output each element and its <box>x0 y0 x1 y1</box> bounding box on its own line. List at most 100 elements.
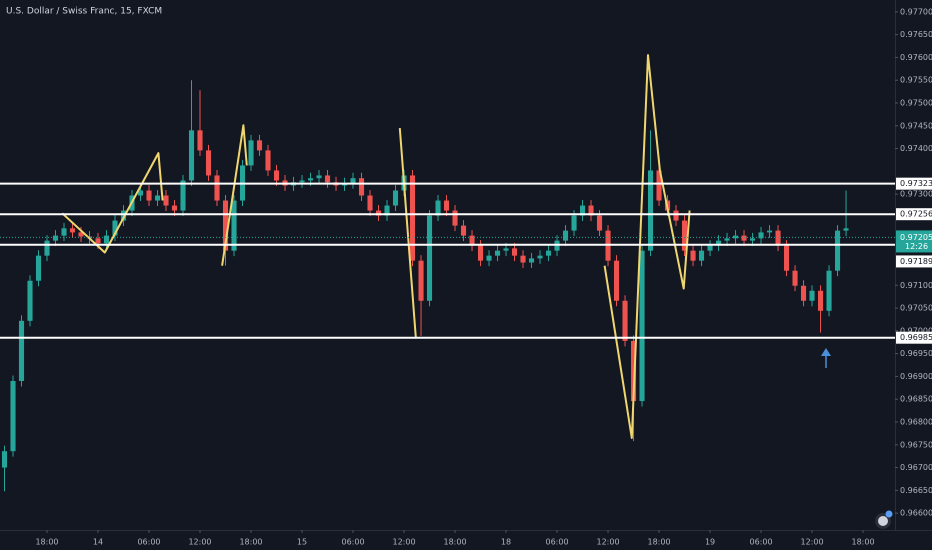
level-box <box>896 331 932 344</box>
y-tick-label: 0.96600 <box>900 509 932 518</box>
countdown-label: 12:26 <box>905 242 928 251</box>
candle-body <box>78 232 84 237</box>
y-tick-label: 0.97700 <box>900 7 932 16</box>
candle-body <box>443 200 450 211</box>
y-tick-label: 0.97400 <box>900 144 932 153</box>
level-box <box>896 255 932 268</box>
x-tick-label: 18:00 <box>239 538 262 547</box>
chart-title: U.S. Dollar / Swiss Franc, 15, FXCM <box>6 7 162 17</box>
candle-body <box>316 175 322 179</box>
candle-body <box>18 320 25 381</box>
candle-body <box>350 178 356 184</box>
candle-body <box>681 220 688 251</box>
candle-body <box>537 255 543 259</box>
plot-area <box>0 54 895 492</box>
logo[interactable] <box>875 510 893 530</box>
candle-body <box>494 250 501 256</box>
candle-body <box>188 130 195 181</box>
candle-body <box>103 235 110 244</box>
candle-body <box>622 300 628 341</box>
candle-body <box>358 178 365 196</box>
candle-body <box>452 210 458 226</box>
candle-body <box>137 190 144 196</box>
candle-body <box>758 232 764 239</box>
candle-body <box>528 258 535 263</box>
candle-body <box>707 245 713 251</box>
x-tick-label: 15 <box>297 538 307 547</box>
level-label: 0.97189 <box>900 257 932 266</box>
candle-body <box>273 170 280 181</box>
level-box <box>896 177 932 190</box>
candle-body <box>775 230 781 246</box>
level-label: 0.96985 <box>900 333 932 342</box>
candle-body <box>61 228 67 236</box>
candle-body <box>809 290 815 301</box>
candle-body <box>579 205 586 216</box>
candle-body <box>256 140 263 151</box>
y-tick-label: 0.96750 <box>900 440 932 449</box>
candle-body <box>571 215 577 231</box>
candle-body <box>766 230 773 233</box>
candle-body <box>613 260 620 301</box>
candle-body <box>520 255 526 263</box>
candle-body <box>656 170 662 201</box>
candle-body <box>426 215 433 301</box>
candle-body <box>630 340 637 402</box>
candle-body <box>10 380 16 452</box>
candle-body <box>248 140 254 166</box>
y-tick-label: 0.96700 <box>900 463 932 472</box>
x-tick-label: 06:00 <box>545 538 568 547</box>
candle-body <box>27 280 33 321</box>
x-tick-label: 18:00 <box>35 538 58 547</box>
candle-body <box>741 235 747 241</box>
candle-body <box>35 255 42 281</box>
candle-body <box>800 285 807 301</box>
candle-body <box>52 235 59 241</box>
candle-body <box>698 250 705 261</box>
candle-body <box>163 195 169 206</box>
candle-body <box>214 175 220 201</box>
candle-body <box>477 245 484 261</box>
candle-body <box>639 250 645 402</box>
candle-body <box>834 230 841 271</box>
y-tick-label: 0.97550 <box>900 76 932 85</box>
candle-body <box>715 240 722 246</box>
candle-body <box>69 228 76 233</box>
candle-body <box>673 210 679 221</box>
axes: 0.97700 0.97650 0.97600 0.97550 0.97500 0.974… <box>35 7 932 547</box>
x-tick-label: 12:00 <box>596 538 619 547</box>
candle-body <box>375 210 382 216</box>
x-tick-label: 12:00 <box>392 538 415 547</box>
candle-body <box>324 175 331 183</box>
level-label: 0.97256 <box>900 210 932 219</box>
x-tick-label: 06:00 <box>341 538 364 547</box>
candle-body <box>469 235 475 246</box>
y-tick-label: 0.97600 <box>900 53 932 62</box>
x-tick-label: 14 <box>93 538 103 547</box>
x-tick-label: 18:00 <box>852 538 875 547</box>
candle-body <box>384 205 390 216</box>
x-tick-label: 19 <box>705 538 715 547</box>
candle-body <box>146 190 152 201</box>
candle-body <box>409 175 416 261</box>
candle-body <box>222 200 229 251</box>
candle-body <box>749 238 756 241</box>
x-tick-label: 18:00 <box>647 538 670 547</box>
y-tick-label: 0.97450 <box>900 121 932 130</box>
candle-body <box>171 205 178 211</box>
x-tick-label: 12:00 <box>801 538 824 547</box>
candle-body <box>197 130 203 151</box>
candle-body <box>418 260 424 301</box>
y-tick-label: 0.97000 <box>900 326 932 335</box>
last-price-label: 0.97205 <box>900 233 932 242</box>
candle-body <box>562 230 569 241</box>
y-tick-label: 0.96850 <box>900 395 932 404</box>
x-tick-label: 12:00 <box>188 538 211 547</box>
candle-body <box>120 210 127 221</box>
candle-body <box>826 270 832 311</box>
y-tick-label: 0.97100 <box>900 281 932 290</box>
candle-body <box>647 170 654 251</box>
